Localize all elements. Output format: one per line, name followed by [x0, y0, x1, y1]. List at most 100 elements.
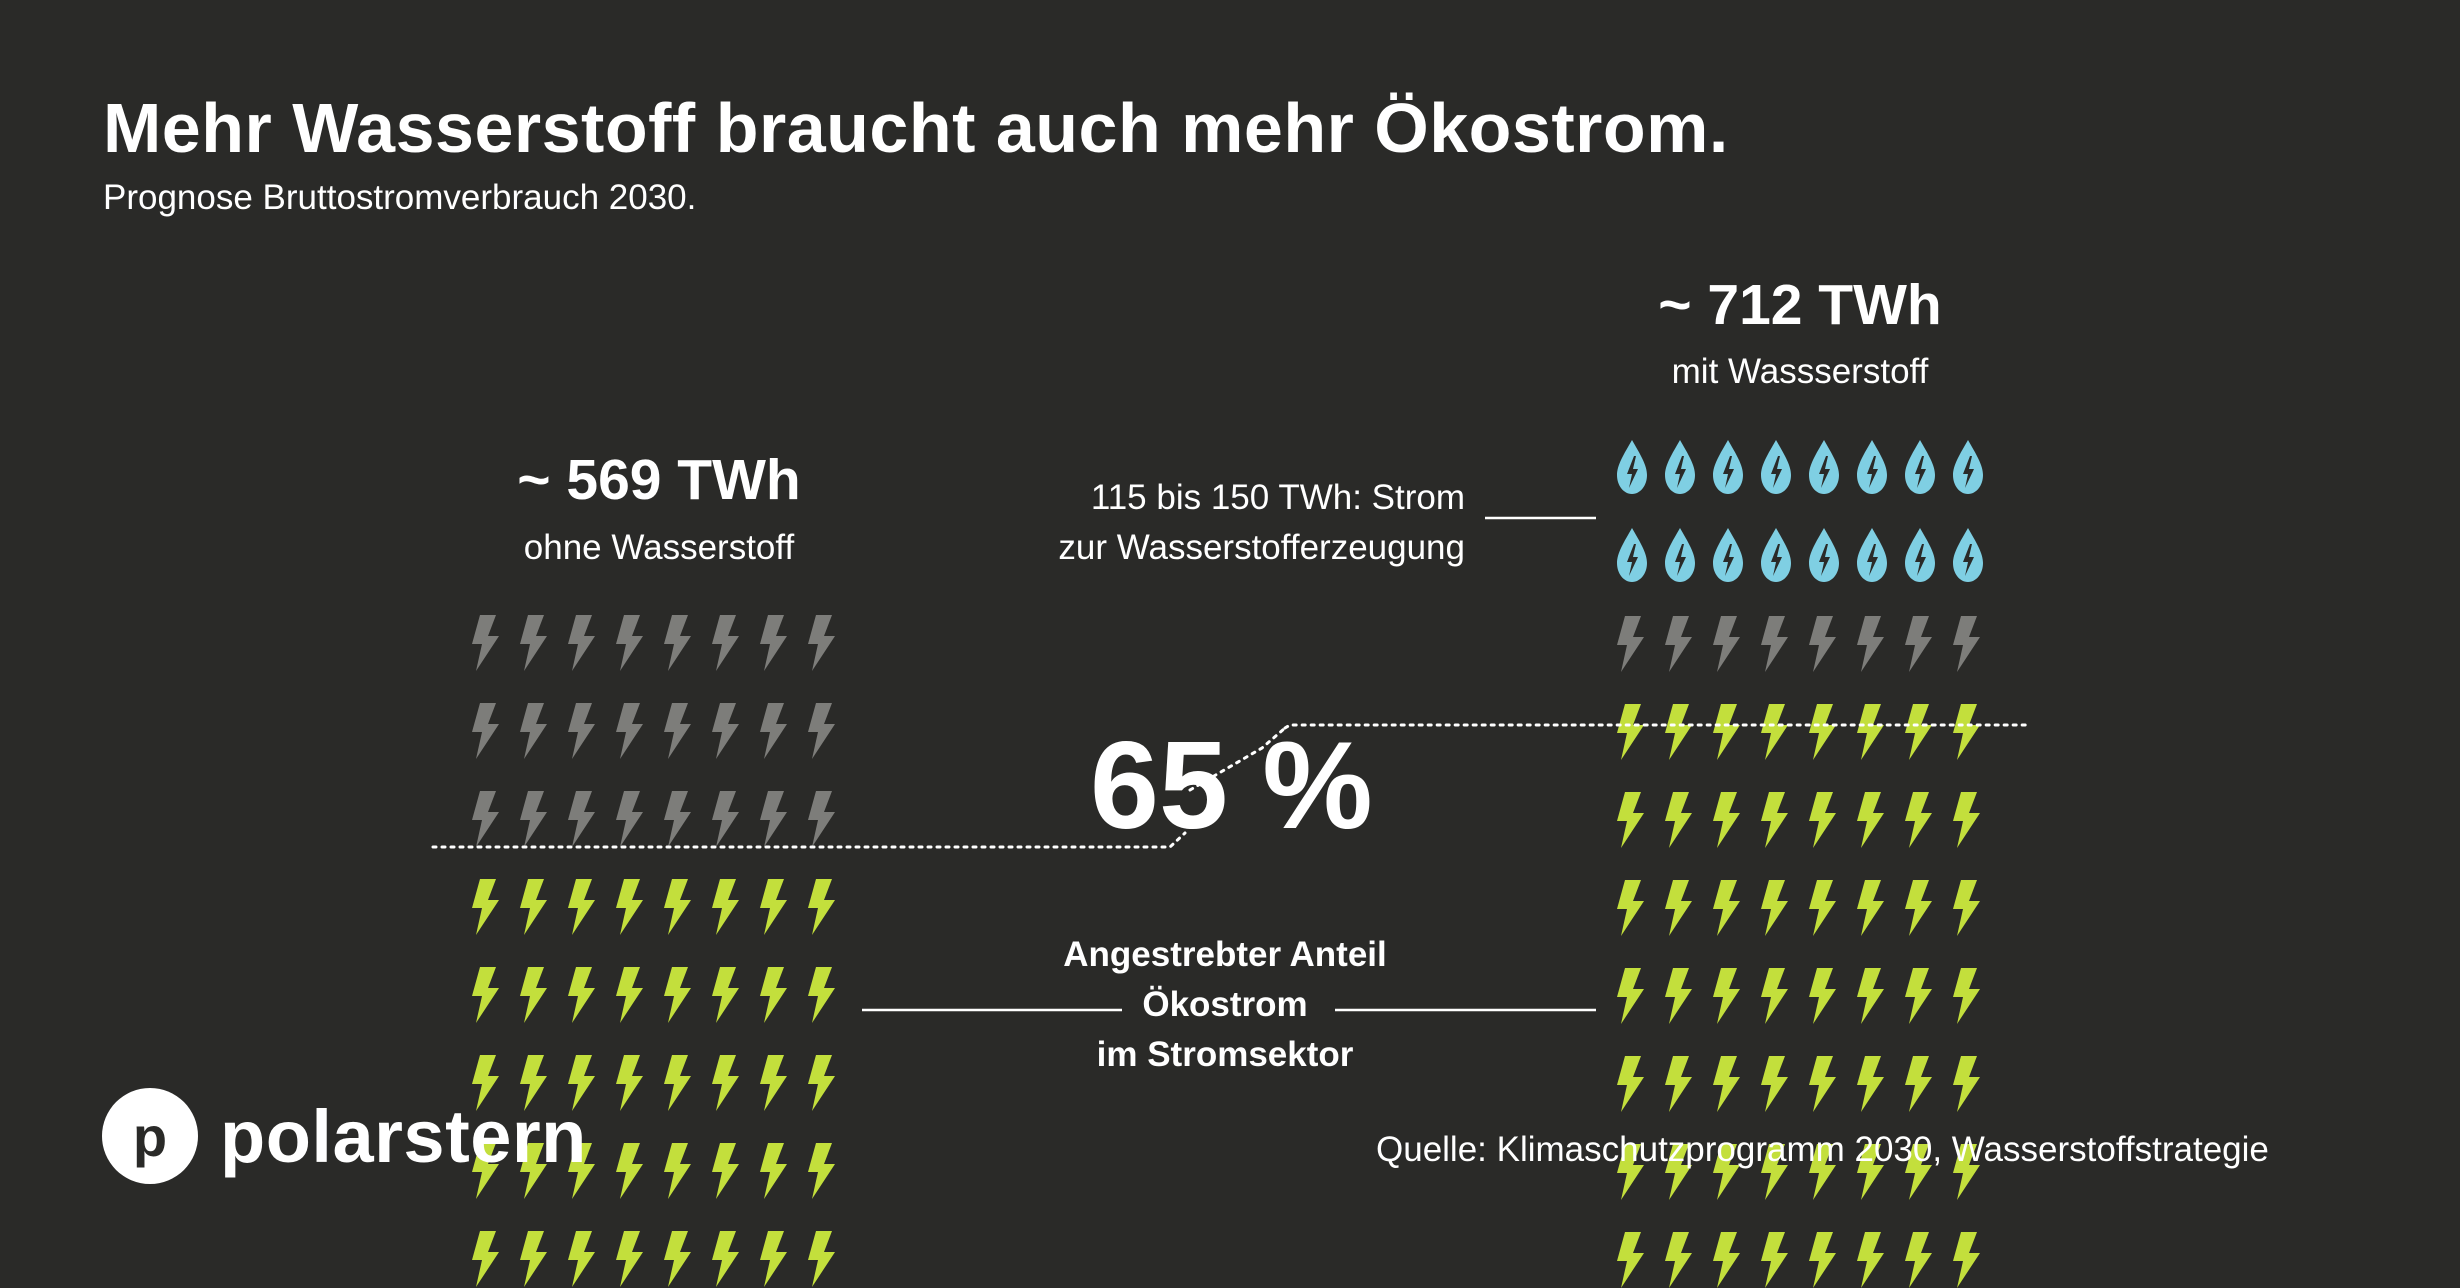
lightning-bolt-grey-icon	[616, 703, 643, 759]
lightning-bolt-green-icon	[808, 1231, 835, 1287]
lightning-bolt-green-icon	[1809, 704, 1836, 760]
lightning-bolt-green-icon	[1713, 880, 1740, 936]
lightning-bolt-green-icon	[1857, 704, 1884, 760]
water-drop-lightning-icon	[1665, 440, 1695, 494]
lightning-bolt-grey-icon	[760, 703, 787, 759]
lightning-bolt-green-icon	[1665, 968, 1692, 1024]
water-drop-lightning-icon	[1809, 440, 1839, 494]
water-drop-lightning-icon	[1761, 528, 1791, 582]
lightning-bolt-green-icon	[1905, 880, 1932, 936]
lightning-bolt-grey-icon	[712, 703, 739, 759]
lightning-bolt-grey-icon	[616, 791, 643, 847]
lightning-bolt-grey-icon	[760, 615, 787, 671]
lightning-bolt-grey-icon	[472, 703, 499, 759]
lightning-bolt-green-icon	[1857, 792, 1884, 848]
lightning-bolt-grey-icon	[1665, 616, 1692, 672]
lightning-bolt-grey-icon	[472, 791, 499, 847]
lightning-bolt-green-icon	[1809, 1232, 1836, 1288]
hydrogen-demand-line-2: zur Wasserstofferzeugung	[1058, 528, 1465, 567]
lightning-bolt-green-icon	[760, 1231, 787, 1287]
lightning-bolt-green-icon	[1665, 704, 1692, 760]
lightning-bolt-grey-icon	[1809, 616, 1836, 672]
lightning-bolt-green-icon	[1713, 704, 1740, 760]
water-drop-lightning-icon	[1713, 440, 1743, 494]
hydrogen-demand-label: 115 bis 150 TWh: Strom zur Wasserstoffer…	[920, 473, 1465, 573]
lightning-bolt-green-icon	[712, 1055, 739, 1111]
water-drop-lightning-icon	[1905, 528, 1935, 582]
lightning-bolt-grey-icon	[808, 703, 835, 759]
water-drop-lightning-icon	[1713, 528, 1743, 582]
lightning-bolt-green-icon	[808, 1143, 835, 1199]
lightning-bolt-grey-icon	[520, 703, 547, 759]
source-note: Quelle: Klimaschutzprogramm 2030, Wasser…	[1376, 1130, 2269, 1169]
lightning-bolt-grey-icon	[568, 615, 595, 671]
water-drop-lightning-icon	[1857, 440, 1887, 494]
dotted-line-right-65	[1283, 723, 2032, 730]
lightning-bolt-green-icon	[568, 879, 595, 935]
polarstern-logo: p polarstern	[102, 1088, 587, 1184]
lightning-bolt-green-icon	[1665, 792, 1692, 848]
lightning-bolt-green-icon	[1617, 1232, 1644, 1288]
lightning-bolt-green-icon	[1905, 1232, 1932, 1288]
lightning-bolt-green-icon	[1713, 968, 1740, 1024]
lightning-bolt-grey-icon	[616, 615, 643, 671]
lightning-bolt-green-icon	[1665, 880, 1692, 936]
lightning-bolt-green-icon	[520, 879, 547, 935]
lightning-bolt-grey-icon	[664, 703, 691, 759]
lightning-bolt-grey-icon	[568, 791, 595, 847]
lightning-bolt-green-icon	[1905, 968, 1932, 1024]
lightning-bolt-green-icon	[712, 879, 739, 935]
lightning-bolt-green-icon	[1953, 792, 1980, 848]
lightning-bolt-grey-icon	[472, 615, 499, 671]
logo-wordmark: polarstern	[220, 1094, 587, 1178]
water-drop-lightning-icon	[1809, 528, 1839, 582]
lightning-bolt-green-icon	[1617, 1056, 1644, 1112]
lightning-bolt-grey-icon	[712, 615, 739, 671]
lightning-bolt-green-icon	[1617, 704, 1644, 760]
lightning-bolt-green-icon	[1905, 1056, 1932, 1112]
lightning-bolt-green-icon	[616, 879, 643, 935]
lightning-bolt-green-icon	[1713, 1232, 1740, 1288]
lightning-bolt-grey-icon	[1617, 616, 1644, 672]
lightning-bolt-grey-icon	[712, 791, 739, 847]
lightning-bolt-green-icon	[1761, 880, 1788, 936]
lightning-bolt-green-icon	[760, 967, 787, 1023]
lightning-bolt-green-icon	[1761, 792, 1788, 848]
right-total-value: ~ 712 TWh	[1658, 273, 1942, 337]
lightning-bolt-green-icon	[1665, 1232, 1692, 1288]
logo-circle-icon: p	[102, 1088, 198, 1184]
water-drop-lightning-icon	[1761, 440, 1791, 494]
water-drop-lightning-icon	[1617, 440, 1647, 494]
lightning-bolt-grey-icon	[1761, 616, 1788, 672]
lightning-bolt-green-icon	[1953, 968, 1980, 1024]
lightning-bolt-grey-icon	[808, 615, 835, 671]
page-subtitle: Prognose Bruttostromverbrauch 2030.	[103, 178, 697, 217]
lightning-bolt-green-icon	[1857, 968, 1884, 1024]
lightning-bolt-grey-icon	[808, 791, 835, 847]
water-drop-lightning-icon	[1857, 528, 1887, 582]
lightning-bolt-grey-icon	[520, 615, 547, 671]
lightning-bolt-green-icon	[1665, 1056, 1692, 1112]
lightning-bolt-green-icon	[1809, 880, 1836, 936]
lightning-bolt-green-icon	[1761, 968, 1788, 1024]
lightning-bolt-green-icon	[1905, 704, 1932, 760]
water-drop-lightning-icon	[1617, 528, 1647, 582]
lightning-bolt-grey-icon	[1905, 616, 1932, 672]
lightning-bolt-grey-icon	[664, 791, 691, 847]
lightning-bolt-green-icon	[1809, 1056, 1836, 1112]
water-drop-lightning-icon	[1905, 440, 1935, 494]
lightning-bolt-green-icon	[1617, 792, 1644, 848]
dotted-line-connector	[1188, 726, 1287, 792]
lightning-bolt-green-icon	[472, 879, 499, 935]
lightning-bolt-green-icon	[568, 1231, 595, 1287]
target-label: Angestrebter Anteil Ökostrom im Stromsek…	[1000, 930, 1450, 1080]
lightning-bolt-green-icon	[664, 879, 691, 935]
lightning-bolt-green-icon	[760, 1055, 787, 1111]
lightning-bolt-green-icon	[568, 967, 595, 1023]
lightning-bolt-grey-icon	[1953, 616, 1980, 672]
lightning-bolt-green-icon	[760, 879, 787, 935]
lightning-bolt-green-icon	[760, 1143, 787, 1199]
target-label-line-2: Ökostrom	[1142, 985, 1308, 1024]
lightning-bolt-green-icon	[808, 1055, 835, 1111]
lightning-bolt-green-icon	[1713, 1056, 1740, 1112]
